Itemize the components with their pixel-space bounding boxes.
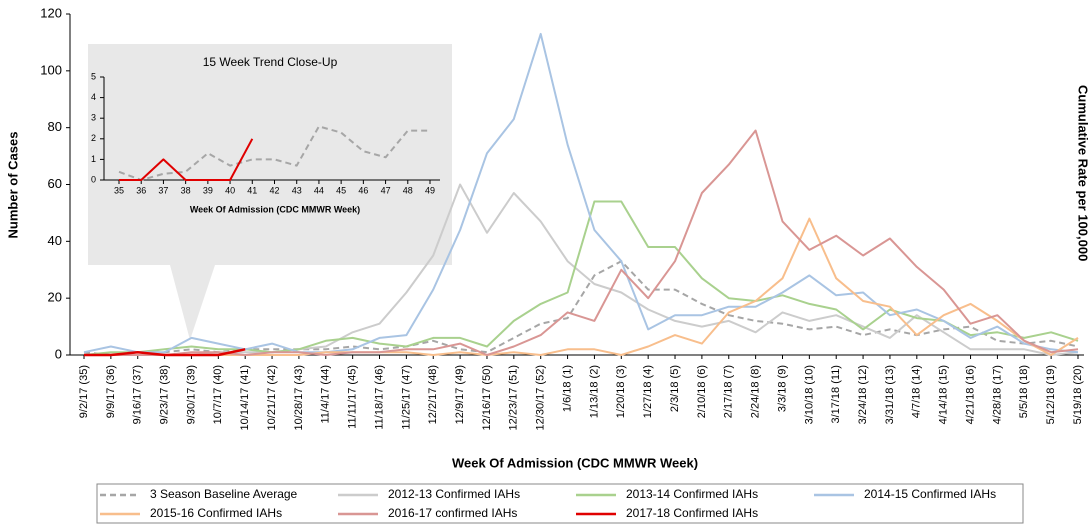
x-tick-label: 11/4/17 (44): [320, 365, 332, 424]
x-tick-label: 1/6/18 (1): [561, 365, 573, 412]
x-tick-label: 10/7/17 (40): [212, 365, 224, 424]
x-tick-label: 5/5/18 (18): [1018, 365, 1030, 418]
x-tick-label: 1/27/18 (4): [642, 365, 654, 418]
x-tick-label: 9/9/17 (36): [105, 365, 117, 418]
legend-label: 2017-18 Confirmed IAHs: [626, 506, 758, 520]
x-tick-label: 4/28/18 (17): [991, 365, 1003, 424]
x-tick-label: 3/24/18 (12): [857, 365, 869, 424]
x-tick-label: 2/3/18 (5): [669, 365, 681, 412]
x-tick-label: 12/2/17 (48): [427, 365, 439, 424]
series-line: [119, 138, 254, 181]
x-tick-label: 40: [225, 185, 235, 195]
x-tick-label: 5/12/18 (19): [1045, 365, 1057, 424]
x-tick-label: 4/14/18 (15): [938, 365, 950, 424]
x-tick-label: 3/17/18 (11): [830, 365, 842, 424]
x-tick-label: 9/2/17 (35): [78, 365, 90, 418]
x-tick-label: 12/16/17 (50): [481, 365, 493, 430]
y2-axis-title: Cumulative Rate per 100,000: [1076, 85, 1088, 261]
y-tick-label: 3: [91, 113, 96, 123]
x-tick-label: 9/16/17 (37): [132, 365, 144, 424]
x-tick-label: 39: [203, 185, 213, 195]
x-tick-label: 9/23/17 (38): [159, 365, 171, 424]
x-tick-label: 10/28/17 (43): [293, 365, 305, 430]
x-tick-label: 49: [425, 185, 435, 195]
y-tick-label: 80: [48, 119, 62, 134]
series-line: [118, 125, 430, 181]
x-tick-label: 12/23/17 (51): [508, 365, 520, 430]
x-tick-label: 4/7/18 (14): [911, 365, 923, 418]
y-tick-label: 2: [91, 133, 96, 143]
series-line: [83, 32, 1079, 354]
legend: [96, 483, 1024, 524]
x-tick-label: 3/3/18 (9): [776, 365, 788, 412]
x-tick-label: 46: [358, 185, 368, 195]
x-tick-label: 5/19/18 (20): [1072, 365, 1084, 424]
y-tick-label: 20: [48, 290, 62, 305]
inset-callout: [88, 44, 452, 340]
y-tick-label: 100: [40, 62, 62, 77]
series-line: [83, 260, 1079, 356]
x-tick-label: 11/18/17 (46): [373, 365, 385, 430]
x-tick-label: 1/13/18 (2): [588, 365, 600, 418]
y-tick-label: 120: [40, 5, 62, 20]
x-tick-label: 10/21/17 (42): [266, 365, 278, 430]
legend-label: 2013-14 Confirmed IAHs: [626, 487, 758, 501]
x-tick-label: 35: [114, 185, 124, 195]
x-tick-label: 36: [136, 185, 146, 195]
x-tick-label: 37: [158, 185, 168, 195]
x-tick-label: 12/30/17 (52): [535, 365, 547, 430]
x-tick-label: 45: [336, 185, 346, 195]
x-tick-label: 44: [314, 185, 324, 195]
x-tick-label: 3/10/18 (10): [803, 365, 815, 424]
legend-label: 2015-16 Confirmed IAHs: [150, 506, 282, 520]
series-line: [84, 129, 1079, 356]
x-tick-label: 4/21/18 (16): [964, 365, 976, 424]
x-tick-label: 11/25/17 (47): [400, 365, 412, 430]
legend-label: 3 Season Baseline Average: [150, 487, 298, 501]
x-tick-label: 3/31/18 (13): [884, 365, 896, 424]
y-tick-label: 40: [48, 233, 62, 248]
y-tick-label: 4: [91, 92, 96, 102]
series-line: [84, 183, 1079, 356]
series-line: [83, 200, 1079, 356]
x-tick-label: 38: [181, 185, 191, 195]
x-tick-label: 47: [381, 185, 391, 195]
y-tick-label: 0: [55, 346, 62, 361]
x-tick-label: 41: [247, 185, 257, 195]
x-tick-label: 9/30/17 (39): [185, 365, 197, 424]
x-tick-label: 43: [292, 185, 302, 195]
x-tick-label: 10/14/17 (41): [239, 365, 251, 430]
legend-label: 2014-15 Confirmed IAHs: [864, 487, 996, 501]
legend-label: 2012-13 Confirmed IAHs: [388, 487, 520, 501]
series-line: [84, 348, 246, 357]
y-tick-label: 0: [91, 174, 96, 184]
inset-title: 15 Week Trend Close-Up: [203, 55, 338, 69]
legend-label: 2016-17 confirmed IAHs: [388, 506, 517, 520]
y-axis-title: Number of Cases: [5, 132, 20, 239]
x-tick-label: 2/24/18 (8): [750, 365, 762, 418]
y-tick-label: 60: [48, 176, 62, 191]
x-tick-label: 2/17/18 (7): [723, 365, 735, 418]
x-tick-label: 1/20/18 (3): [615, 365, 627, 418]
x-tick-label: 12/9/17 (49): [454, 365, 466, 424]
x-axis-title: Week Of Admission (CDC MMWR Week): [452, 455, 698, 470]
y-tick-label: 5: [91, 71, 96, 81]
x-tick-label: 11/11/17 (45): [347, 365, 359, 429]
x-tick-label: 42: [269, 185, 279, 195]
y-tick-label: 1: [91, 154, 96, 164]
x-tick-label: 48: [403, 185, 413, 195]
inset-x-axis-title: Week Of Admission (CDC MMWR Week): [190, 204, 360, 214]
x-tick-label: 2/10/18 (6): [696, 365, 708, 418]
